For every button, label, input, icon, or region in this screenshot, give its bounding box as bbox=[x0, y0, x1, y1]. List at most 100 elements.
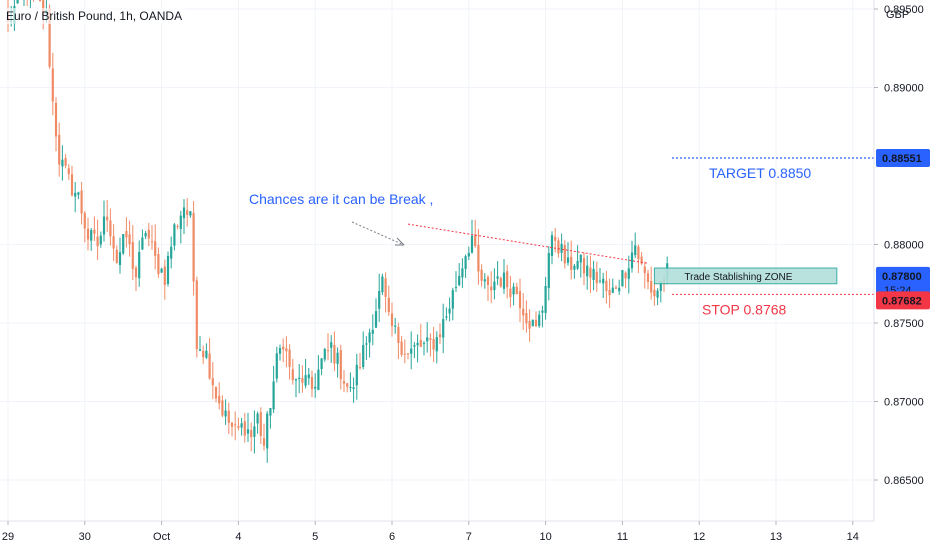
candle-body bbox=[147, 229, 150, 239]
candle-body bbox=[470, 235, 474, 253]
candle-body bbox=[557, 240, 560, 254]
candle-body bbox=[272, 381, 275, 410]
candle-body bbox=[422, 343, 426, 345]
candle-body bbox=[304, 375, 307, 386]
resistance-trendline bbox=[407, 223, 649, 264]
candle-body bbox=[464, 256, 467, 269]
candle-body bbox=[93, 229, 96, 234]
candle-body bbox=[618, 287, 621, 292]
candle-body bbox=[586, 265, 589, 277]
candle-body bbox=[595, 271, 598, 284]
candle-body bbox=[74, 192, 77, 197]
candle-body bbox=[602, 278, 605, 284]
candle-body bbox=[330, 342, 333, 348]
candle-body bbox=[48, 7, 51, 67]
candle-body bbox=[608, 289, 611, 296]
candle-body bbox=[170, 246, 173, 259]
candle-body bbox=[416, 342, 419, 346]
candle-body bbox=[157, 254, 160, 274]
candle-body bbox=[179, 215, 182, 229]
candle-body bbox=[589, 267, 592, 278]
candle-body bbox=[406, 353, 410, 355]
candle-body bbox=[195, 280, 198, 350]
candle-body bbox=[525, 313, 528, 324]
last-price-badge-bg bbox=[876, 266, 930, 299]
candle-body bbox=[291, 369, 294, 381]
candle-body bbox=[288, 349, 291, 367]
candle-body bbox=[659, 281, 662, 291]
stop-label: STOP 0.8768 bbox=[702, 301, 787, 317]
candle-body bbox=[83, 212, 86, 229]
candle-body bbox=[243, 421, 246, 436]
candle-body bbox=[534, 319, 538, 327]
candle-body bbox=[429, 338, 432, 340]
candle-body bbox=[368, 332, 371, 343]
candle-body bbox=[339, 350, 342, 380]
time-tick-label: 11 bbox=[617, 531, 628, 543]
candle-body bbox=[240, 423, 243, 428]
candle-body bbox=[518, 291, 522, 309]
price-tick-label: 0.86500 bbox=[884, 475, 924, 487]
candle-body bbox=[138, 251, 141, 279]
candle-body bbox=[80, 190, 83, 214]
arrow-head-icon bbox=[395, 237, 405, 246]
candle-body bbox=[582, 258, 586, 274]
candle-body bbox=[605, 280, 608, 292]
candle-body bbox=[656, 290, 659, 298]
candle-body bbox=[310, 376, 314, 390]
target-price-badge-bg bbox=[876, 148, 930, 167]
time-axis-bg bbox=[0, 521, 874, 550]
candle-body bbox=[442, 319, 445, 338]
candle-body bbox=[384, 278, 387, 297]
candle-body bbox=[86, 228, 90, 240]
candle-body bbox=[358, 366, 362, 369]
candle-body bbox=[51, 68, 54, 102]
candle-body bbox=[70, 174, 74, 196]
candle-body bbox=[112, 236, 115, 249]
candle-body bbox=[176, 225, 179, 227]
candle-body bbox=[208, 353, 211, 379]
candle-body bbox=[253, 426, 256, 437]
candle-body bbox=[419, 339, 422, 347]
candle-body bbox=[54, 102, 58, 137]
candle-body bbox=[413, 345, 416, 347]
candle-body bbox=[522, 308, 525, 316]
candle-body bbox=[650, 281, 653, 293]
candle-body bbox=[42, 0, 45, 16]
candle-body bbox=[362, 345, 365, 368]
candle-body bbox=[298, 377, 301, 380]
candle-body bbox=[653, 289, 656, 297]
candle-body bbox=[154, 241, 157, 256]
candle-body bbox=[560, 243, 563, 253]
last-price-badge: 0.87800 bbox=[882, 271, 922, 283]
candle-body bbox=[160, 268, 163, 273]
price-tick-label: 0.89000 bbox=[884, 83, 924, 95]
candle-body bbox=[381, 276, 384, 293]
candle-body bbox=[317, 369, 320, 390]
time-tick-label: 13 bbox=[770, 531, 782, 543]
candle-body bbox=[480, 269, 483, 281]
price-tick-label: 0.88000 bbox=[884, 240, 924, 252]
candle-body bbox=[579, 255, 582, 263]
candle-body bbox=[314, 386, 317, 389]
candle-body bbox=[467, 252, 470, 257]
candle-body bbox=[563, 245, 566, 264]
candle-body bbox=[477, 245, 480, 272]
candle-body bbox=[490, 286, 493, 291]
candle-body bbox=[336, 352, 339, 364]
candle-body bbox=[64, 158, 67, 166]
title-backdrop bbox=[2, 8, 186, 24]
candle-body bbox=[538, 314, 541, 326]
candle-body bbox=[378, 290, 381, 309]
candle-body bbox=[390, 313, 394, 327]
candle-body bbox=[640, 256, 643, 264]
candle-body bbox=[96, 236, 99, 247]
candle-body bbox=[221, 400, 224, 416]
candle-body bbox=[496, 276, 499, 279]
candle-body bbox=[570, 256, 573, 271]
candle-body bbox=[349, 386, 352, 389]
candle-body bbox=[346, 383, 349, 387]
trade-zone-rect[interactable] bbox=[653, 267, 838, 285]
